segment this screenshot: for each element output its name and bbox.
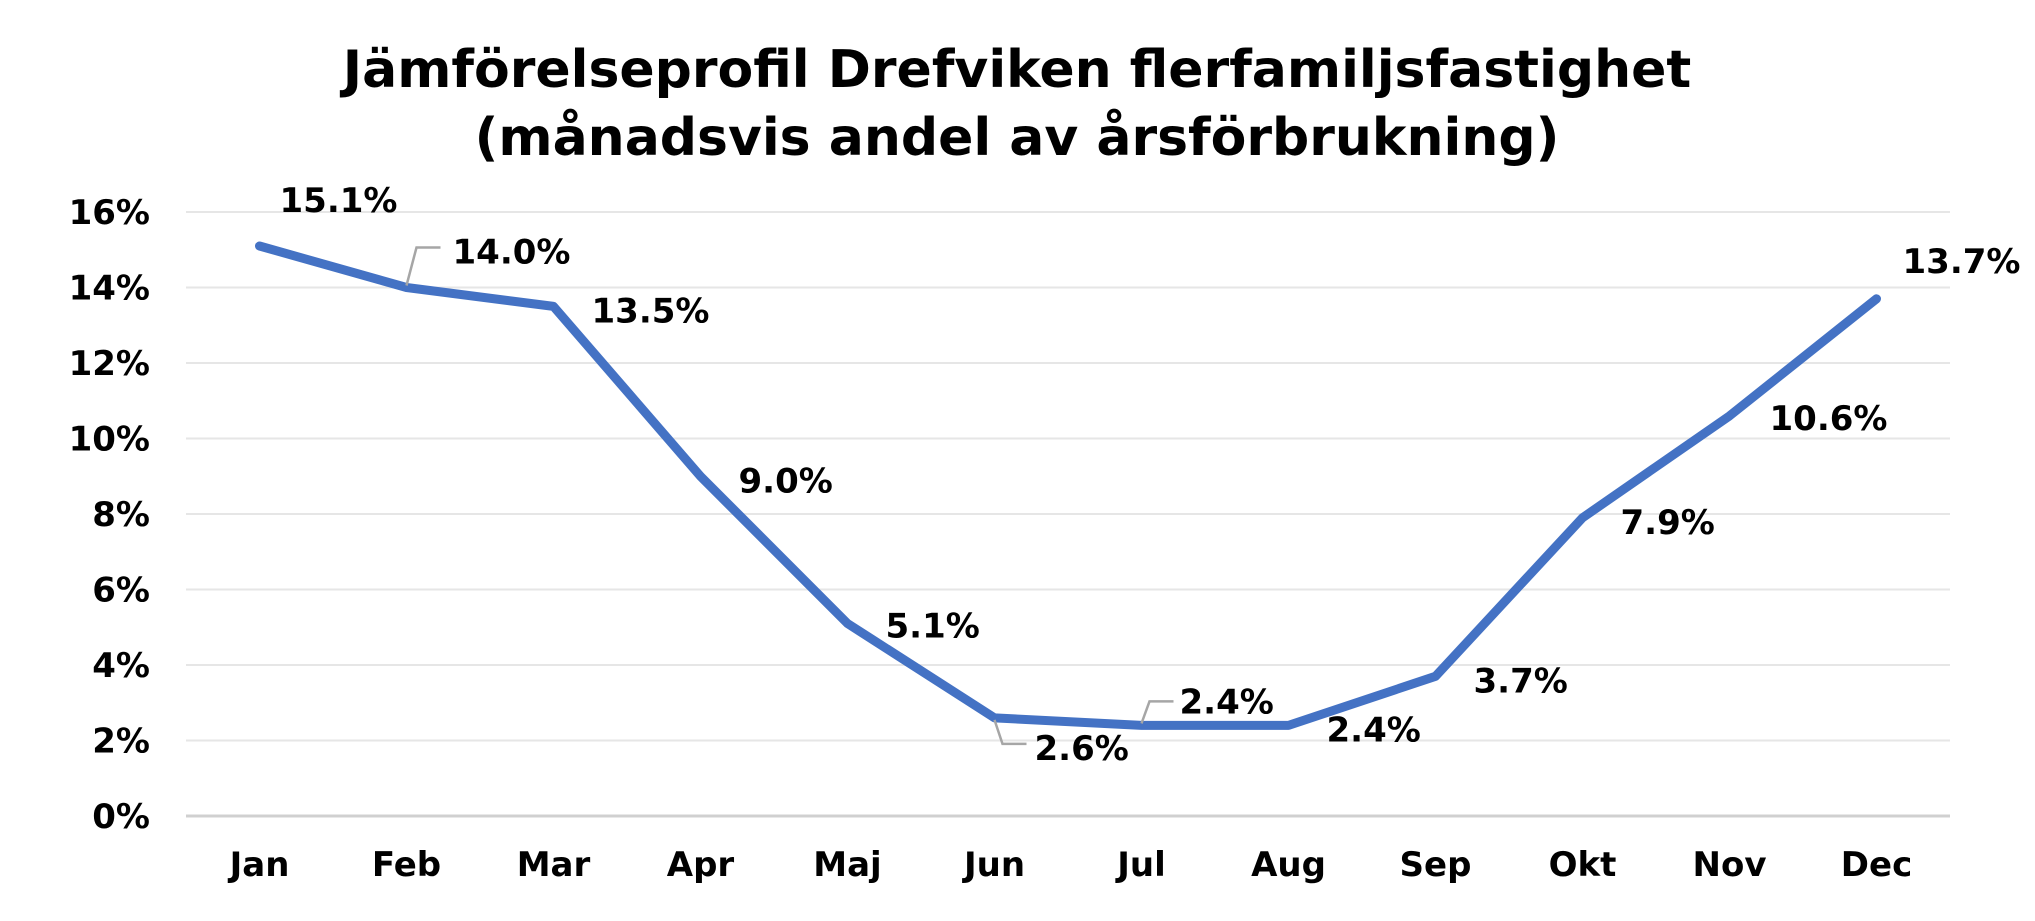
data-label: 3.7% — [1474, 661, 1568, 701]
x-tick-label: Okt — [1549, 845, 1617, 885]
data-label: 15.1% — [280, 181, 398, 221]
series-line — [255, 241, 1881, 730]
x-tick-label: Sep — [1400, 845, 1472, 885]
data-label-leaders — [405, 246, 1174, 746]
y-axis-tick-labels: 0% 2% 4% 6% 8% 10% 12% 14% 16% — [69, 193, 150, 837]
y-tick-label: 4% — [92, 646, 150, 686]
data-label: 10.6% — [1770, 399, 1888, 439]
y-tick-label: 10% — [69, 420, 150, 460]
y-tick-label: 12% — [69, 344, 150, 384]
y-tick-label: 14% — [69, 269, 150, 309]
data-label: 2.4% — [1327, 710, 1421, 750]
x-axis-tick-labels: Jan Feb Mar Apr Maj Jun Jul Aug Sep Okt Nov Dec — [228, 845, 1913, 885]
y-tick-label: 8% — [92, 495, 150, 535]
chart-title: Jämförelseprofil Drefviken flerfamiljsfa… — [340, 40, 1691, 168]
gridlines — [186, 211, 1950, 818]
x-tick-label: Aug — [1251, 845, 1326, 885]
y-tick-label: 16% — [69, 193, 150, 233]
series-line-group — [255, 241, 1881, 730]
data-label: 5.1% — [886, 606, 980, 646]
data-label: 9.0% — [739, 461, 833, 501]
data-label: 14.0% — [453, 233, 571, 273]
data-label: 7.9% — [1621, 503, 1715, 543]
y-tick-label: 2% — [92, 722, 150, 762]
leader-line — [1140, 700, 1174, 724]
data-label: 13.5% — [592, 291, 710, 331]
y-tick-label: 6% — [92, 571, 150, 611]
x-tick-label: Jan — [228, 845, 290, 885]
leader-line — [993, 719, 1027, 746]
data-label: 13.7% — [1903, 242, 2021, 282]
x-tick-label: Mar — [517, 845, 591, 885]
leader-line — [405, 246, 441, 286]
chart-subtitle: (månadsvis andel av årsförbrukning) — [475, 108, 1560, 168]
x-tick-label: Nov — [1693, 845, 1767, 885]
data-label: 2.4% — [1180, 682, 1274, 722]
x-tick-label: Feb — [372, 845, 441, 885]
x-tick-label: Jun — [962, 845, 1025, 885]
data-labels: 15.1% 14.0% 13.5% 9.0% 5.1% 2.6% 2.4% 2.4% 3.7% 7… — [280, 181, 2021, 769]
x-tick-label: Maj — [813, 845, 881, 885]
chart-title-line-1: Jämförelseprofil Drefviken flerfamiljsfa… — [340, 40, 1691, 100]
x-tick-label: Jul — [1115, 845, 1166, 885]
data-label: 2.6% — [1035, 729, 1129, 769]
y-tick-label: 0% — [92, 797, 150, 837]
x-tick-label: Dec — [1841, 845, 1912, 885]
x-tick-label: Apr — [667, 845, 735, 885]
